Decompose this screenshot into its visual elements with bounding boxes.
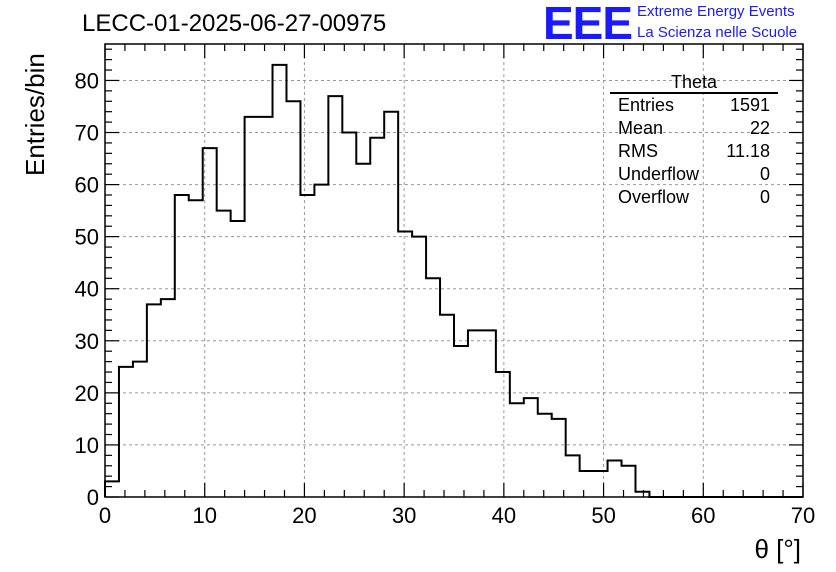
stats-label: Entries	[618, 95, 675, 115]
histogram-bin	[538, 414, 552, 497]
histogram-bin	[552, 419, 566, 497]
histogram-bin	[524, 398, 538, 497]
histogram-bin	[440, 315, 454, 497]
stats-value: 1591	[729, 95, 770, 115]
x-tick-label: 0	[99, 503, 111, 528]
histogram-bin	[105, 481, 119, 497]
histogram-bin	[245, 117, 259, 497]
histogram-bin	[356, 164, 370, 497]
stats-label: Overflow	[618, 187, 690, 207]
histogram-bin	[510, 403, 524, 497]
y-tick-label: 40	[75, 277, 99, 302]
y-tick-label: 20	[75, 381, 99, 406]
histogram-bin	[147, 304, 161, 497]
histogram-bin	[384, 112, 398, 497]
y-tick-label: 30	[75, 329, 99, 354]
y-tick-label: 0	[87, 485, 99, 510]
x-tick-label: 20	[292, 503, 316, 528]
histogram-bin	[133, 362, 147, 497]
y-tick-label: 50	[75, 225, 99, 250]
logo-text-line2: La Scienza nelle Scuole	[637, 24, 798, 41]
stats-title: Theta	[610, 72, 778, 94]
y-tick-label: 80	[75, 68, 99, 93]
histogram-bin	[426, 278, 440, 497]
stats-row-underflow: Underflow 0	[610, 163, 778, 186]
x-tick-label: 40	[492, 503, 516, 528]
stats-value: 11.18	[726, 141, 770, 161]
histogram-bin	[594, 471, 608, 497]
x-tick-label: 30	[392, 503, 416, 528]
histogram-bin	[175, 195, 189, 497]
x-tick-label: 60	[691, 503, 715, 528]
x-tick-label: 70	[791, 503, 815, 528]
histogram-bin	[566, 455, 580, 497]
histogram-bin	[482, 330, 496, 497]
x-axis-label: θ [°]	[754, 534, 801, 564]
histogram-bin	[217, 211, 231, 497]
y-tick-label: 60	[75, 173, 99, 198]
histogram-bin	[412, 237, 426, 497]
histogram-bin	[468, 330, 482, 497]
histogram-bin	[454, 346, 468, 497]
stats-row-overflow: Overflow 0	[610, 186, 778, 209]
histogram-bin	[328, 96, 342, 497]
histogram-bin	[370, 138, 384, 497]
histogram-bin	[398, 231, 412, 497]
histogram-bin	[259, 117, 273, 497]
histogram-series	[104, 63, 803, 498]
y-tick-label: 10	[75, 433, 99, 458]
x-tick-label: 50	[591, 503, 615, 528]
stats-box: Theta Entries 1591 Mean 22 RMS 11.18 Underf…	[610, 72, 778, 209]
stats-label: Mean	[618, 118, 664, 138]
histogram-bin	[161, 299, 175, 497]
stats-value: 0	[759, 187, 770, 207]
stats-row-entries: Entries 1591	[610, 94, 778, 117]
histogram-bin	[231, 221, 245, 497]
histogram-bin	[273, 65, 287, 497]
histogram-bin	[286, 101, 300, 497]
histogram-bin	[189, 200, 203, 497]
logo-text-line1: Extreme Energy Events	[637, 3, 795, 20]
stats-value: 22	[749, 118, 770, 138]
histogram-bin	[496, 372, 510, 497]
histogram-bin	[580, 471, 594, 497]
stats-row-rms: RMS 11.18	[610, 140, 778, 163]
stats-row-mean: Mean 22	[610, 117, 778, 140]
stats-label: RMS	[618, 141, 658, 161]
stats-value: 0	[759, 164, 770, 184]
histogram-bin	[300, 195, 314, 497]
chart-title: LECC-01-2025-06-27-00975	[82, 10, 387, 37]
y-tick-label: 70	[75, 121, 99, 146]
histogram-bin	[119, 367, 133, 497]
histogram-bin	[608, 461, 622, 497]
stats-label: Underflow	[618, 164, 700, 184]
y-axis-label: Entries/bin	[20, 53, 50, 176]
histogram-bin	[342, 133, 356, 497]
eee-logo: EEE	[543, 0, 633, 49]
x-tick-label: 10	[192, 503, 216, 528]
plot-frame	[104, 43, 804, 498]
